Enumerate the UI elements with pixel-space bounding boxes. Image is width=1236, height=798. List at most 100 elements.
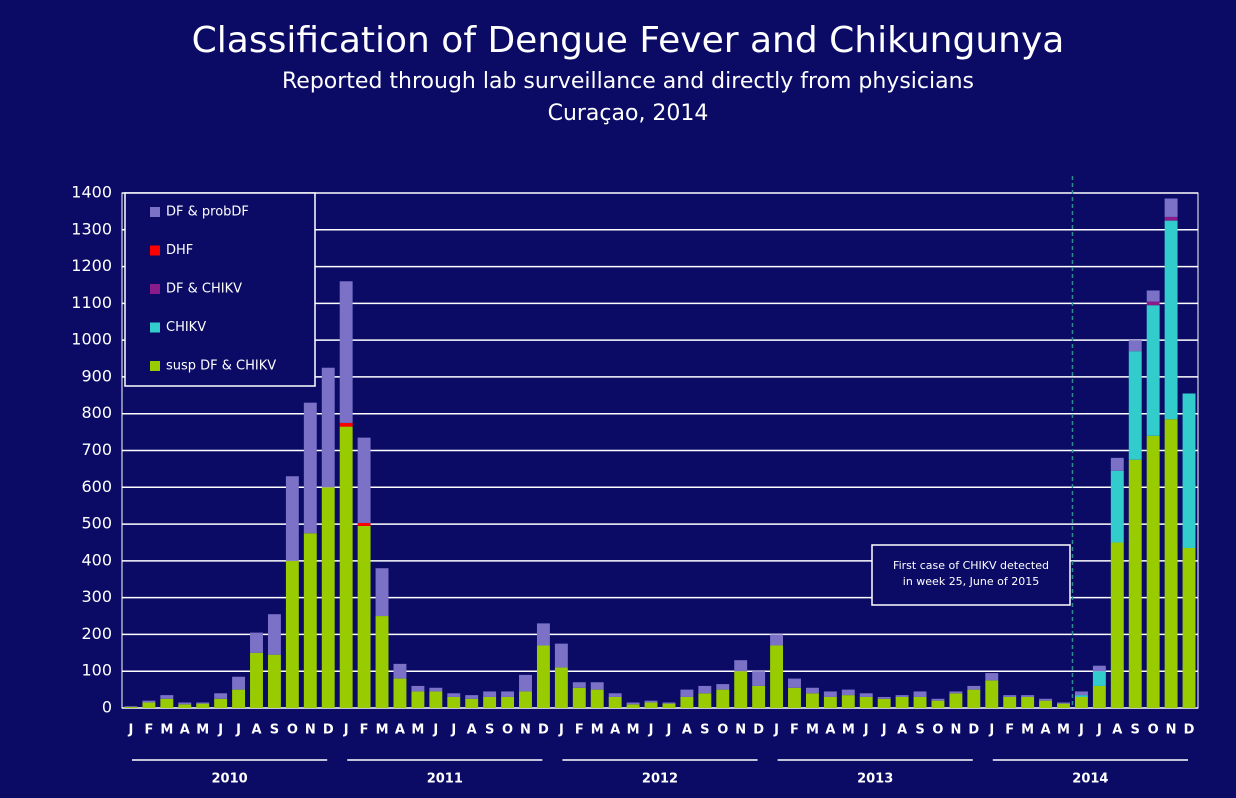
bar-segment	[662, 703, 676, 708]
bar-segment	[608, 693, 622, 697]
year-label: 2013	[857, 772, 893, 787]
x-tick-label: N	[305, 723, 316, 738]
x-tick-label: F	[790, 723, 799, 738]
x-tick-label: S	[485, 723, 494, 738]
bar-segment	[788, 678, 801, 688]
bar-segment	[267, 614, 281, 655]
bar-segment	[752, 685, 766, 708]
bar-segment	[447, 696, 461, 708]
bar-segment	[1057, 703, 1070, 708]
x-tick-label: J	[217, 723, 223, 738]
bar-segment	[1164, 220, 1178, 420]
y-tick-label: 1000	[71, 330, 112, 349]
chart-subtitle: Curaçao, 2014	[548, 101, 709, 126]
bar-segment	[931, 698, 945, 701]
bar-segment	[985, 680, 999, 708]
bar-segment	[357, 525, 371, 708]
x-tick-label: O	[502, 723, 513, 738]
bar-segment	[1146, 435, 1160, 708]
legend-swatch	[150, 284, 160, 294]
bar-segment	[285, 476, 299, 561]
bar-segment	[483, 696, 497, 708]
x-tick-label: D	[323, 723, 334, 738]
bar-segment	[716, 689, 730, 708]
bar-segment	[1146, 290, 1160, 302]
bar-segment	[124, 706, 138, 708]
y-tick-label: 1200	[71, 256, 112, 275]
x-tick-label: M	[806, 723, 819, 738]
bar-segment	[788, 687, 801, 708]
bar-segment	[752, 671, 766, 686]
bar-segment	[196, 703, 210, 708]
bar-segment	[734, 660, 748, 672]
bar-segment	[250, 652, 263, 708]
bar-segment	[698, 685, 712, 694]
bar-segment	[232, 689, 246, 708]
bar-segment	[536, 623, 550, 646]
bar-segment	[393, 678, 407, 708]
bar-segment	[554, 643, 568, 668]
bar-segment	[1110, 457, 1124, 471]
bar-segment	[375, 616, 389, 708]
bar-segment	[1146, 305, 1160, 436]
bar-segment	[680, 689, 694, 697]
x-tick-label: A	[467, 723, 477, 738]
x-tick-label: A	[251, 723, 261, 738]
x-tick-label: J	[666, 723, 672, 738]
bar-segment	[429, 691, 443, 708]
bar-segment	[554, 667, 568, 708]
x-tick-label: J	[1096, 723, 1102, 738]
bar-segment	[1110, 542, 1124, 708]
x-tick-label: A	[1041, 723, 1051, 738]
bar-segment	[303, 533, 317, 708]
annotation-text: in week 25, June of 2015	[903, 575, 1039, 588]
legend-label: CHIKV	[166, 320, 206, 335]
bar-segment	[142, 702, 156, 708]
x-tick-label: A	[897, 723, 907, 738]
y-tick-label: 500	[81, 514, 112, 533]
legend-label: DF & probDF	[166, 205, 249, 220]
bar-segment	[501, 691, 515, 697]
x-tick-label: A	[1112, 723, 1122, 738]
x-tick-label: F	[575, 723, 584, 738]
bar-segment	[823, 691, 837, 697]
bar-segment	[178, 702, 192, 705]
bar-segment	[429, 687, 443, 692]
bar-segment	[967, 689, 981, 708]
bar-segment	[805, 687, 819, 694]
bar-segment	[1092, 685, 1106, 708]
x-tick-label: S	[1131, 723, 1140, 738]
bar-segment	[770, 645, 784, 708]
y-tick-label: 1400	[71, 183, 112, 202]
bar-segment	[967, 685, 981, 690]
x-tick-label: O	[287, 723, 298, 738]
bar-segment	[1003, 695, 1017, 697]
bar-segment	[590, 689, 604, 708]
bar-segment	[519, 674, 532, 692]
x-tick-label: M	[160, 723, 173, 738]
bar-segment	[913, 696, 927, 708]
x-tick-label: J	[648, 723, 654, 738]
legend-swatch	[150, 245, 160, 256]
bar-segment	[411, 691, 425, 708]
bar-segment	[160, 698, 174, 708]
legend-label: DF & CHIKV	[166, 282, 242, 297]
bar-segment	[124, 706, 138, 707]
bar-segment	[608, 696, 622, 708]
x-tick-label: M	[627, 723, 640, 738]
x-tick-label: D	[538, 723, 549, 738]
year-label: 2014	[1072, 772, 1108, 787]
x-tick-label: J	[235, 723, 241, 738]
bar-segment	[1003, 696, 1017, 708]
x-tick-label: M	[376, 723, 389, 738]
x-tick-label: J	[1078, 723, 1084, 738]
bar-segment	[859, 696, 873, 708]
bar-segment	[465, 698, 479, 708]
bar-segment	[1146, 301, 1160, 306]
legend-swatch	[150, 207, 160, 217]
y-tick-label: 800	[81, 403, 112, 422]
x-tick-label: S	[270, 723, 279, 738]
year-label: 2012	[642, 772, 678, 787]
x-tick-label: D	[1184, 723, 1195, 738]
bar-segment	[877, 696, 891, 699]
